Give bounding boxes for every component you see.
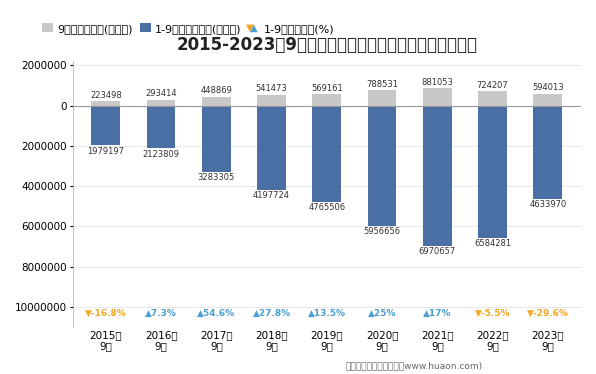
Text: 293414: 293414 <box>145 89 177 98</box>
Text: 制图：华经产业研究院（www.huaon.com): 制图：华经产业研究院（www.huaon.com) <box>346 361 483 370</box>
Text: 881053: 881053 <box>421 78 454 87</box>
Text: ▼-5.5%: ▼-5.5% <box>475 309 510 318</box>
Bar <box>368 105 396 226</box>
Bar <box>478 91 507 105</box>
Bar <box>147 105 175 148</box>
Text: ▼-16.8%: ▼-16.8% <box>85 309 127 318</box>
Text: 1979197: 1979197 <box>88 147 125 156</box>
Text: 6970657: 6970657 <box>419 247 456 256</box>
Text: 4633970: 4633970 <box>529 200 566 209</box>
Text: 2123809: 2123809 <box>142 150 179 159</box>
Title: 2015-2023年9月四川省外商投资企业进出口总额统计图: 2015-2023年9月四川省外商投资企业进出口总额统计图 <box>176 36 477 54</box>
Text: ▲17%: ▲17% <box>423 309 452 318</box>
Bar <box>533 94 562 105</box>
Bar <box>91 101 120 105</box>
Bar <box>202 105 231 172</box>
Bar <box>312 105 341 202</box>
Bar <box>257 105 286 190</box>
Text: ▲25%: ▲25% <box>368 309 396 318</box>
Bar <box>423 105 452 246</box>
Bar <box>147 100 175 105</box>
Text: 448869: 448869 <box>200 86 232 95</box>
Text: 541473: 541473 <box>256 85 287 94</box>
Text: 6584281: 6584281 <box>474 239 511 248</box>
Text: 569161: 569161 <box>311 84 343 93</box>
Text: 594013: 594013 <box>532 83 564 92</box>
Bar <box>202 96 231 105</box>
Bar <box>478 105 507 238</box>
Text: 3283305: 3283305 <box>198 173 235 182</box>
Legend: 9月进出口总额(万美元), 1-9月进出口总额(万美元), 1-9月同比增速(%): 9月进出口总额(万美元), 1-9月进出口总额(万美元), 1-9月同比增速(%… <box>38 19 339 38</box>
Bar <box>423 88 452 105</box>
Bar <box>312 94 341 105</box>
Bar <box>368 90 396 105</box>
Text: 5956656: 5956656 <box>364 227 401 236</box>
Bar <box>91 105 120 145</box>
Text: 223498: 223498 <box>90 91 122 100</box>
Text: 724207: 724207 <box>477 81 508 90</box>
Text: ▲7.3%: ▲7.3% <box>145 309 177 318</box>
Text: 4197724: 4197724 <box>253 191 290 200</box>
Text: 4765506: 4765506 <box>308 203 346 212</box>
Text: ▲54.6%: ▲54.6% <box>197 309 235 318</box>
Text: ▲27.8%: ▲27.8% <box>253 309 291 318</box>
Text: ▼-29.6%: ▼-29.6% <box>527 309 569 318</box>
Bar <box>257 95 286 105</box>
Text: 788531: 788531 <box>366 80 398 89</box>
Bar <box>533 105 562 199</box>
Text: ▲13.5%: ▲13.5% <box>308 309 346 318</box>
